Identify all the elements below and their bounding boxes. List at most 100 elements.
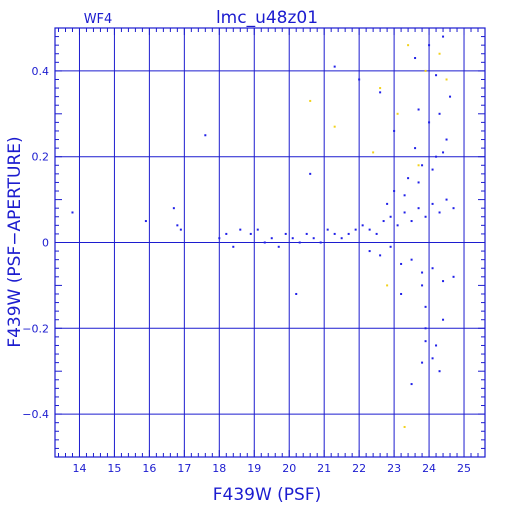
- data-point: [354, 228, 357, 231]
- data-point: [400, 262, 403, 265]
- data-point: [393, 190, 396, 193]
- data-point: [386, 284, 389, 287]
- data-point: [435, 155, 438, 158]
- y-tick-label: 0: [42, 237, 49, 250]
- data-point: [256, 228, 259, 231]
- data-point: [382, 220, 385, 223]
- data-point: [438, 211, 441, 214]
- data-point: [358, 78, 361, 81]
- data-point: [421, 361, 424, 364]
- data-point: [389, 245, 392, 248]
- data-point: [284, 232, 287, 235]
- data-point: [368, 250, 371, 253]
- data-point: [361, 224, 364, 227]
- data-point: [417, 108, 420, 111]
- data-point: [298, 241, 301, 244]
- data-point: [435, 344, 438, 347]
- data-point: [270, 237, 273, 240]
- data-point: [393, 129, 396, 132]
- data-point: [232, 245, 235, 248]
- data-point: [379, 91, 382, 94]
- x-tick-label: 18: [212, 462, 226, 475]
- data-point: [445, 198, 448, 201]
- data-point: [309, 99, 312, 102]
- x-tick-label: 16: [142, 462, 156, 475]
- data-point: [431, 202, 434, 205]
- data-point: [424, 215, 427, 218]
- y-axis-label: F439W (PSF−APERTURE): [5, 136, 25, 347]
- data-point: [431, 357, 434, 360]
- data-point: [263, 241, 266, 244]
- data-points: [71, 35, 455, 428]
- x-tick-label: 14: [72, 462, 86, 475]
- y-tick-label: 0.4: [32, 65, 50, 78]
- data-point: [421, 164, 424, 167]
- y-tick-label: −0.2: [22, 322, 49, 335]
- data-point: [438, 52, 441, 55]
- data-point: [312, 237, 315, 240]
- data-point: [445, 78, 448, 81]
- data-point: [347, 232, 350, 235]
- data-point: [396, 112, 399, 115]
- data-point: [438, 370, 441, 373]
- data-point: [176, 224, 179, 227]
- data-point: [417, 181, 420, 184]
- data-point: [372, 151, 375, 154]
- x-tick-label: 20: [282, 462, 296, 475]
- data-point: [249, 232, 252, 235]
- data-point: [424, 69, 427, 72]
- data-point: [428, 121, 431, 124]
- data-point: [319, 241, 322, 244]
- data-point: [389, 215, 392, 218]
- data-point: [421, 271, 424, 274]
- data-point: [449, 95, 452, 98]
- y-tick-label: −0.4: [22, 408, 49, 421]
- data-point: [414, 57, 417, 60]
- data-point: [421, 284, 424, 287]
- data-point: [379, 254, 382, 257]
- x-tick-label: 21: [317, 462, 331, 475]
- data-point: [410, 383, 413, 386]
- data-point: [333, 125, 336, 128]
- data-point: [368, 228, 371, 231]
- data-point: [442, 318, 445, 321]
- data-point: [410, 258, 413, 261]
- data-point: [218, 237, 221, 240]
- data-point: [326, 228, 329, 231]
- data-point: [403, 194, 406, 197]
- chart-title: lmc_u48z01: [216, 8, 318, 28]
- x-tick-label: 23: [387, 462, 401, 475]
- data-point: [452, 275, 455, 278]
- data-point: [295, 292, 298, 295]
- data-point: [438, 112, 441, 115]
- data-point: [452, 207, 455, 210]
- data-point: [386, 202, 389, 205]
- x-tick-label: 22: [352, 462, 366, 475]
- data-point: [309, 172, 312, 175]
- data-point: [431, 168, 434, 171]
- data-point: [375, 232, 378, 235]
- data-point: [403, 211, 406, 214]
- data-point: [424, 327, 427, 330]
- data-point: [333, 65, 336, 68]
- data-point: [403, 425, 406, 428]
- data-point: [442, 35, 445, 38]
- data-point: [340, 237, 343, 240]
- data-point: [414, 147, 417, 150]
- data-point: [417, 207, 420, 210]
- data-point: [204, 134, 207, 137]
- data-point: [71, 211, 74, 214]
- x-tick-label: 25: [457, 462, 471, 475]
- x-tick-label: 19: [247, 462, 261, 475]
- data-point: [424, 305, 427, 308]
- data-point: [277, 245, 280, 248]
- data-point: [172, 207, 175, 210]
- x-tick-label: 17: [177, 462, 191, 475]
- x-tick-labels: 14 15 16 17 18 19 20 21 22 23 24 25: [72, 462, 471, 475]
- data-point: [407, 44, 410, 47]
- data-point: [410, 220, 413, 223]
- data-point: [239, 228, 242, 231]
- data-point: [417, 164, 420, 167]
- data-point: [424, 340, 427, 343]
